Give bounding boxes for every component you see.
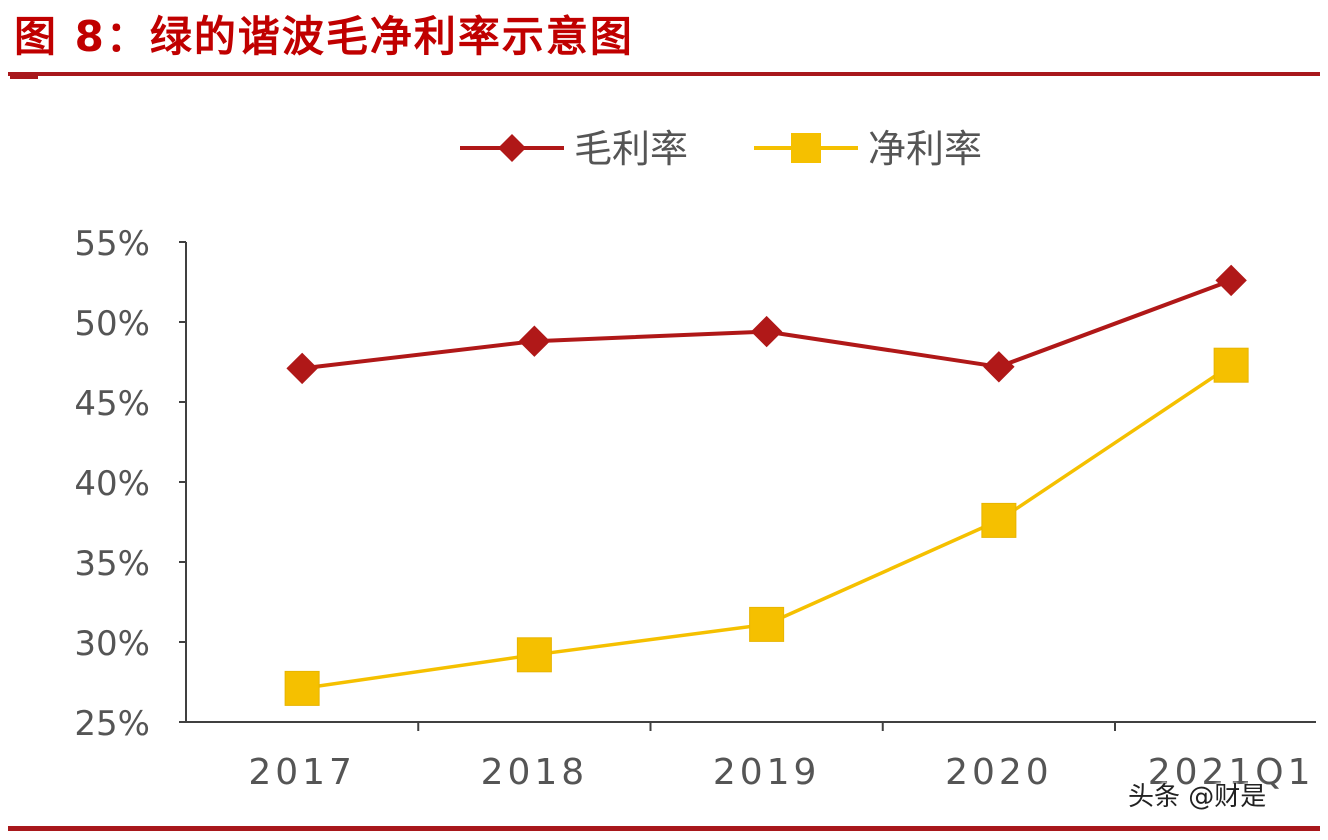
data-point-square xyxy=(516,637,552,673)
bottom-rule xyxy=(8,826,1320,831)
legend-item: 净利率 xyxy=(754,127,982,171)
legend-label: 毛利率 xyxy=(574,127,688,171)
x-tick-label: 2017 xyxy=(248,752,356,793)
series-net-margin xyxy=(284,347,1249,706)
data-point-square xyxy=(284,670,320,706)
title-rule-tick xyxy=(10,76,38,79)
legend-item: 毛利率 xyxy=(460,127,688,171)
data-point-diamond xyxy=(518,325,551,357)
x-tick-label: 2018 xyxy=(481,752,589,793)
data-point-diamond xyxy=(1215,264,1247,297)
data-point-diamond xyxy=(983,351,1015,383)
y-axis: 25% 30% 35% 40% 45% 50% 55% xyxy=(74,224,187,744)
y-tick-label: 30% xyxy=(74,624,150,664)
data-point-square xyxy=(981,502,1017,538)
y-tick-label: 40% xyxy=(74,464,150,504)
data-point-square xyxy=(1213,347,1249,383)
y-tick-label: 25% xyxy=(74,704,150,744)
series-gross-margin xyxy=(286,264,1247,385)
y-tick-label: 35% xyxy=(74,544,150,584)
series-layer xyxy=(284,264,1249,706)
data-point-diamond xyxy=(286,352,318,385)
x-tick-label: 2019 xyxy=(713,752,821,793)
data-point-square xyxy=(749,606,785,642)
y-tick-label: 50% xyxy=(74,304,150,344)
x-tick-label: 2020 xyxy=(945,752,1053,793)
figure-title: 图 8：绿的谐波毛净利率示意图 xyxy=(14,12,634,61)
x-tick-label: 2021Q1 xyxy=(1148,752,1315,793)
y-tick-label: 55% xyxy=(74,224,150,264)
watermark: 头条 @财是 xyxy=(1128,782,1267,812)
legend-label: 净利率 xyxy=(868,127,982,171)
legend-marker-diamond xyxy=(498,134,526,162)
legend-marker-square xyxy=(791,133,821,163)
data-point-diamond xyxy=(750,315,783,348)
chart-legend: 毛利率 净利率 xyxy=(460,127,982,171)
y-tick-label: 45% xyxy=(74,384,150,424)
x-axis: 2017 2018 2019 2020 2021Q1 xyxy=(186,721,1316,793)
title-rule xyxy=(8,72,1320,76)
